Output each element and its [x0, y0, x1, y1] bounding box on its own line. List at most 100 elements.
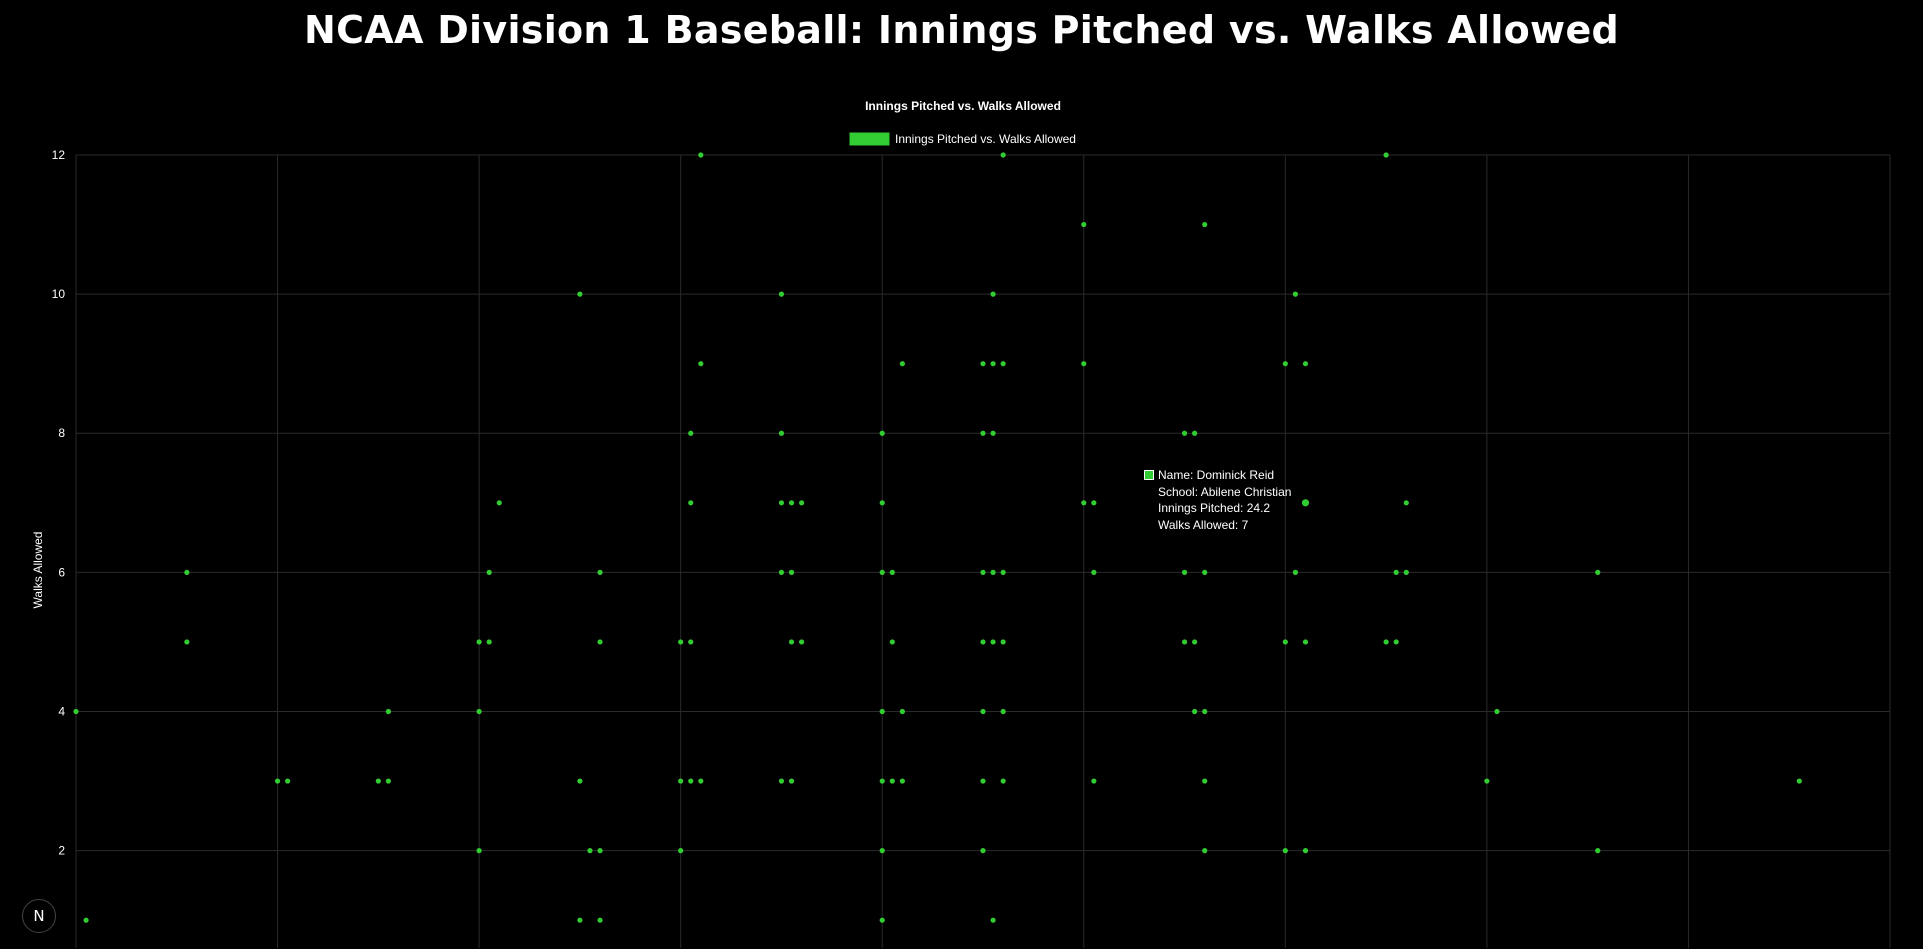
- data-point[interactable]: [476, 708, 482, 715]
- data-point[interactable]: [1393, 569, 1399, 575]
- data-point[interactable]: [698, 778, 704, 784]
- data-point[interactable]: [698, 361, 704, 367]
- data-point[interactable]: [1403, 500, 1409, 506]
- data-point[interactable]: [990, 430, 996, 436]
- data-point[interactable]: [778, 569, 785, 575]
- data-point[interactable]: [1000, 152, 1006, 158]
- data-point[interactable]: [1202, 848, 1208, 854]
- data-point[interactable]: [1091, 500, 1097, 506]
- nextjs-logo-icon[interactable]: N: [22, 899, 56, 933]
- data-point[interactable]: [73, 708, 79, 715]
- data-point[interactable]: [990, 569, 996, 575]
- data-point[interactable]: [678, 778, 684, 784]
- data-point[interactable]: [698, 152, 704, 158]
- data-point[interactable]: [1301, 499, 1310, 507]
- data-point[interactable]: [889, 569, 895, 575]
- data-point[interactable]: [899, 778, 905, 784]
- data-point[interactable]: [1595, 848, 1601, 854]
- data-point[interactable]: [587, 848, 593, 854]
- data-point[interactable]: [778, 500, 785, 506]
- data-point[interactable]: [1192, 708, 1198, 715]
- data-point[interactable]: [778, 291, 785, 297]
- data-point[interactable]: [980, 848, 986, 854]
- data-point[interactable]: [1081, 500, 1087, 506]
- data-point[interactable]: [778, 778, 785, 784]
- data-point[interactable]: [1000, 708, 1006, 715]
- data-point[interactable]: [597, 569, 603, 575]
- data-point[interactable]: [688, 430, 694, 436]
- data-point[interactable]: [1383, 639, 1389, 645]
- data-point[interactable]: [597, 639, 603, 645]
- data-point[interactable]: [879, 708, 885, 715]
- data-point[interactable]: [688, 500, 694, 506]
- data-point[interactable]: [788, 500, 795, 506]
- data-point[interactable]: [1202, 569, 1208, 575]
- data-point[interactable]: [1192, 639, 1198, 645]
- data-point[interactable]: [1494, 708, 1500, 715]
- data-point[interactable]: [1393, 639, 1399, 645]
- data-point[interactable]: [1282, 361, 1288, 367]
- data-point[interactable]: [1302, 848, 1309, 854]
- data-point[interactable]: [1181, 569, 1188, 575]
- data-point[interactable]: [1091, 569, 1097, 575]
- data-point[interactable]: [799, 639, 805, 645]
- data-point[interactable]: [1302, 361, 1309, 367]
- data-point[interactable]: [385, 708, 392, 715]
- data-point[interactable]: [899, 708, 905, 715]
- data-point[interactable]: [1202, 778, 1208, 784]
- data-point[interactable]: [678, 639, 684, 645]
- data-point[interactable]: [990, 361, 996, 367]
- data-point[interactable]: [678, 848, 684, 854]
- data-point[interactable]: [1091, 778, 1097, 784]
- data-point[interactable]: [1081, 221, 1087, 228]
- data-point[interactable]: [778, 430, 785, 436]
- data-point[interactable]: [1081, 361, 1087, 367]
- data-point[interactable]: [990, 291, 996, 297]
- data-point[interactable]: [980, 361, 986, 367]
- data-point[interactable]: [83, 917, 89, 923]
- data-point[interactable]: [1000, 778, 1006, 784]
- data-point[interactable]: [476, 639, 482, 645]
- data-point[interactable]: [889, 639, 895, 645]
- chart-legend[interactable]: Innings Pitched vs. Walks Allowed: [849, 132, 1076, 146]
- data-point[interactable]: [597, 917, 603, 923]
- data-point[interactable]: [577, 778, 583, 784]
- data-point[interactable]: [980, 778, 986, 784]
- data-point[interactable]: [980, 569, 986, 575]
- data-point[interactable]: [1282, 848, 1288, 854]
- data-point[interactable]: [899, 361, 905, 367]
- data-point[interactable]: [1484, 778, 1490, 784]
- data-point[interactable]: [496, 500, 502, 506]
- data-point[interactable]: [889, 778, 895, 784]
- data-point[interactable]: [990, 917, 996, 923]
- data-point[interactable]: [385, 778, 392, 784]
- data-point[interactable]: [1292, 291, 1299, 297]
- data-point[interactable]: [1181, 430, 1188, 436]
- data-point[interactable]: [1000, 569, 1006, 575]
- data-point[interactable]: [788, 569, 795, 575]
- data-point[interactable]: [688, 778, 694, 784]
- data-point[interactable]: [980, 430, 986, 436]
- data-point[interactable]: [1796, 778, 1802, 784]
- data-point[interactable]: [577, 291, 583, 297]
- data-point[interactable]: [577, 917, 583, 923]
- data-points[interactable]: [73, 152, 1802, 923]
- data-point[interactable]: [980, 708, 986, 715]
- data-point[interactable]: [476, 848, 482, 854]
- data-point[interactable]: [879, 430, 885, 436]
- data-point[interactable]: [688, 639, 694, 645]
- data-point[interactable]: [1595, 569, 1601, 575]
- data-point[interactable]: [879, 848, 885, 854]
- data-point[interactable]: [274, 778, 281, 784]
- data-point[interactable]: [990, 639, 996, 645]
- data-point[interactable]: [486, 569, 492, 575]
- data-point[interactable]: [1202, 221, 1208, 228]
- data-point[interactable]: [375, 778, 381, 784]
- data-point[interactable]: [1383, 152, 1389, 158]
- data-point[interactable]: [1000, 361, 1006, 367]
- data-point[interactable]: [1282, 639, 1288, 645]
- data-point[interactable]: [597, 848, 603, 854]
- data-point[interactable]: [184, 639, 190, 645]
- data-point[interactable]: [1292, 569, 1299, 575]
- data-point[interactable]: [788, 778, 795, 784]
